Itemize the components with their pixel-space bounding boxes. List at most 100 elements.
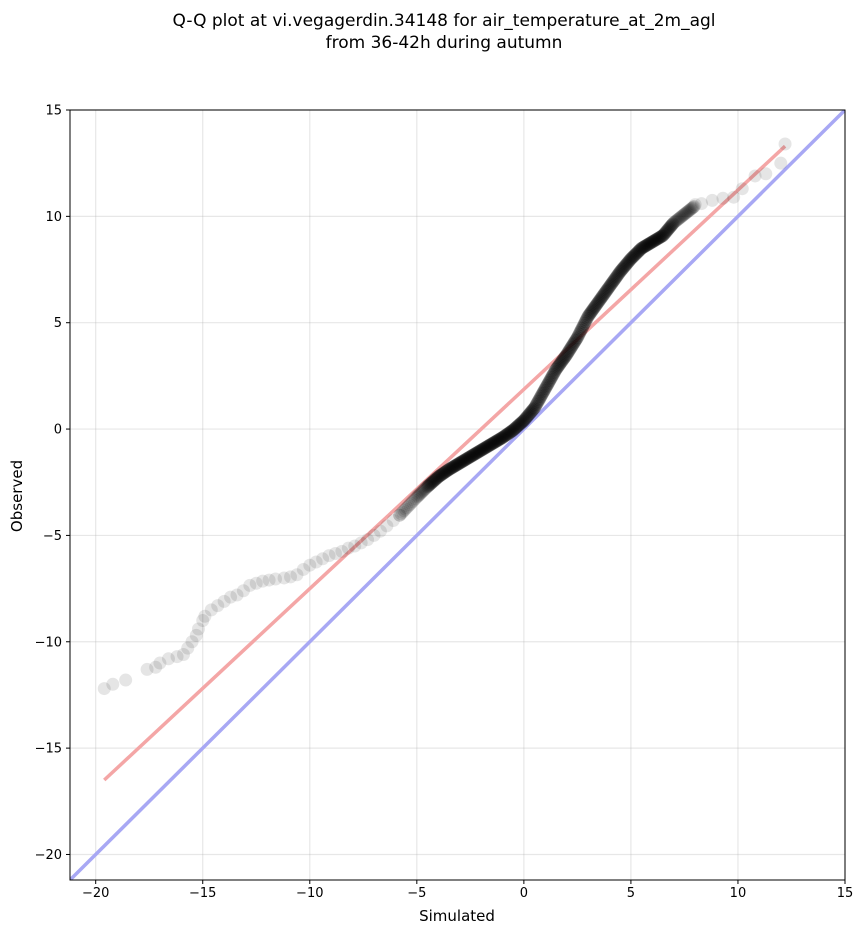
- qq-body-point-199: [577, 318, 591, 332]
- qq-body-point-191: [569, 332, 583, 346]
- qq-body-point-204: [581, 309, 595, 323]
- qq-body-point-154: [536, 385, 550, 399]
- qq-point-41: [373, 524, 387, 538]
- qq-body-point-213: [589, 298, 603, 312]
- qq-point-4: [149, 660, 163, 674]
- qq-body-point-221: [596, 288, 610, 302]
- qq-body-point-205: [582, 308, 596, 322]
- qq-body-point-225: [600, 283, 614, 297]
- qq-body-point-175: [555, 354, 569, 368]
- qq-body-point-94: [483, 438, 497, 452]
- qq-body-point-157: [539, 380, 553, 394]
- qq-body-point-208: [585, 304, 599, 318]
- qq-body-point-89: [479, 441, 493, 455]
- qq-body-point-238: [611, 267, 625, 281]
- qq-point-40: [367, 528, 381, 542]
- qq-point-54: [778, 137, 792, 151]
- qq-body-point-100: [488, 435, 502, 449]
- qq-body-point-41: [436, 467, 450, 481]
- qq-body-point-118: [504, 424, 518, 438]
- qq-body-point-218: [594, 292, 608, 306]
- x-tick-label-5: 5: [627, 886, 635, 901]
- qq-body-point-195: [573, 325, 587, 339]
- qq-body-point-97: [486, 436, 500, 450]
- qq-body-point-281: [650, 232, 664, 246]
- qq-body-point-277: [646, 234, 660, 248]
- qq-body-point-274: [644, 236, 658, 250]
- qq-body-point-9: [406, 495, 420, 509]
- qq-body-point-272: [642, 237, 656, 251]
- qq-body-point-230: [604, 277, 618, 291]
- qq-body-point-57: [450, 458, 464, 472]
- qq-body-point-210: [586, 302, 600, 316]
- qq-point-32: [316, 552, 330, 566]
- qq-point-13: [196, 613, 210, 627]
- qq-body-point-201: [578, 315, 592, 329]
- qq-body-point-39: [434, 468, 448, 482]
- qq-body-point-65: [457, 453, 471, 467]
- qq-body-point-203: [580, 311, 594, 325]
- qq-point-47: [705, 193, 719, 207]
- qq-point-5: [153, 656, 167, 670]
- qq-body-point-17: [414, 486, 428, 500]
- qq-body-point-288: [656, 228, 670, 242]
- qq-body-point-107: [495, 431, 509, 445]
- qq-body-point-254: [626, 250, 640, 264]
- qq-body-point-109: [496, 430, 510, 444]
- qq-body-point-252: [624, 252, 638, 266]
- qq-body-point-61: [454, 456, 468, 470]
- qq-body-point-219: [594, 291, 608, 305]
- qq-body-point-305: [671, 212, 685, 226]
- x-tick-label-6: 10: [730, 886, 747, 901]
- qq-body-point-37: [432, 469, 446, 483]
- qq-point-17: [217, 594, 231, 608]
- qq-body-point-135: [520, 410, 534, 424]
- qq-body-point-8: [404, 496, 418, 510]
- qq-body-point-278: [647, 234, 661, 248]
- qq-body-point-243: [616, 261, 630, 275]
- qq-body-point-263: [634, 242, 648, 256]
- qq-body-point-236: [610, 270, 624, 284]
- qq-body-point-255: [627, 249, 641, 263]
- chart-title: Q-Q plot at vi.vegagerdin.34148 for air_…: [172, 11, 715, 53]
- qq-body-point-294: [661, 222, 675, 236]
- qq-body-point-139: [523, 406, 537, 420]
- qq-body-point-130: [515, 415, 529, 429]
- qq-body-point-83: [473, 444, 487, 458]
- qq-body-point-170: [551, 360, 565, 374]
- qq-body-point-228: [603, 280, 617, 294]
- qq-body-point-229: [603, 278, 617, 292]
- qq-body-point-323: [687, 199, 701, 213]
- qq-point-31: [309, 555, 323, 569]
- qq-point-3: [140, 662, 154, 676]
- qq-body-point-190: [569, 333, 583, 347]
- qq-body-point-270: [640, 238, 654, 252]
- y-tick-label-1: −15: [35, 742, 62, 757]
- qq-point-50: [735, 182, 749, 196]
- qq-body-point-200: [578, 316, 592, 330]
- qq-body-point-120: [506, 423, 520, 437]
- qq-body-point-179: [559, 349, 573, 363]
- qq-body-point-60: [453, 456, 467, 470]
- qq-body-point-267: [637, 240, 651, 254]
- qq-body-point-64: [456, 454, 470, 468]
- qq-body-point-266: [636, 240, 650, 254]
- qq-body-point-222: [597, 287, 611, 301]
- qq-body-point-142: [526, 403, 540, 417]
- qq-body-point-265: [636, 241, 650, 255]
- qq-body-point-132: [517, 414, 531, 428]
- qq-body-point-298: [665, 218, 679, 232]
- qq-body-point-245: [618, 259, 632, 273]
- y-tick-label-6: 10: [45, 210, 62, 225]
- qq-body-point-96: [485, 437, 499, 451]
- qq-body-point-240: [613, 265, 627, 279]
- qq-body-point-296: [663, 220, 677, 234]
- qq-body-point-47: [441, 463, 455, 477]
- qq-body-point-20: [417, 483, 431, 497]
- qq-body-point-282: [651, 232, 665, 246]
- qq-body-point-183: [562, 343, 576, 357]
- qq-body-point-138: [522, 407, 536, 421]
- qq-body-point-271: [641, 238, 655, 252]
- qq-body-point-105: [493, 432, 507, 446]
- x-axis-label: Simulated: [419, 907, 495, 925]
